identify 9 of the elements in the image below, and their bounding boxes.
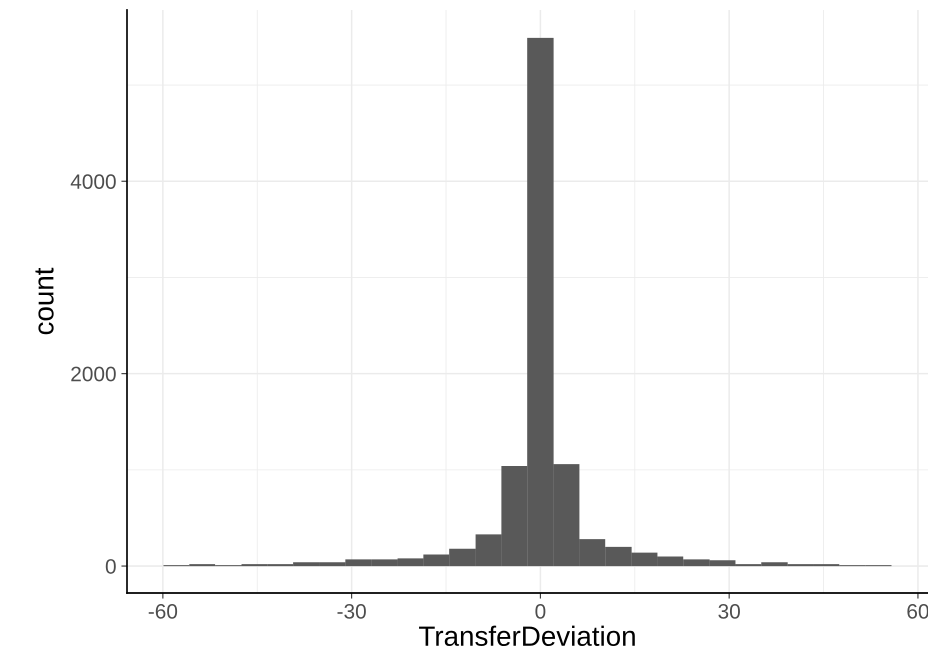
- y-tick-label: 0: [106, 559, 116, 574]
- x-axis-title: TransferDeviation: [419, 626, 635, 646]
- y-tick-label: 2000: [71, 366, 116, 382]
- y-axis-title: count: [35, 268, 54, 334]
- x-tick-label: -30: [338, 604, 366, 619]
- x-tick-label: -60: [148, 604, 178, 619]
- x-tick-label: 30: [718, 604, 740, 619]
- y-tick-label: 4000: [70, 174, 116, 189]
- x-tick-label: 0: [535, 604, 546, 619]
